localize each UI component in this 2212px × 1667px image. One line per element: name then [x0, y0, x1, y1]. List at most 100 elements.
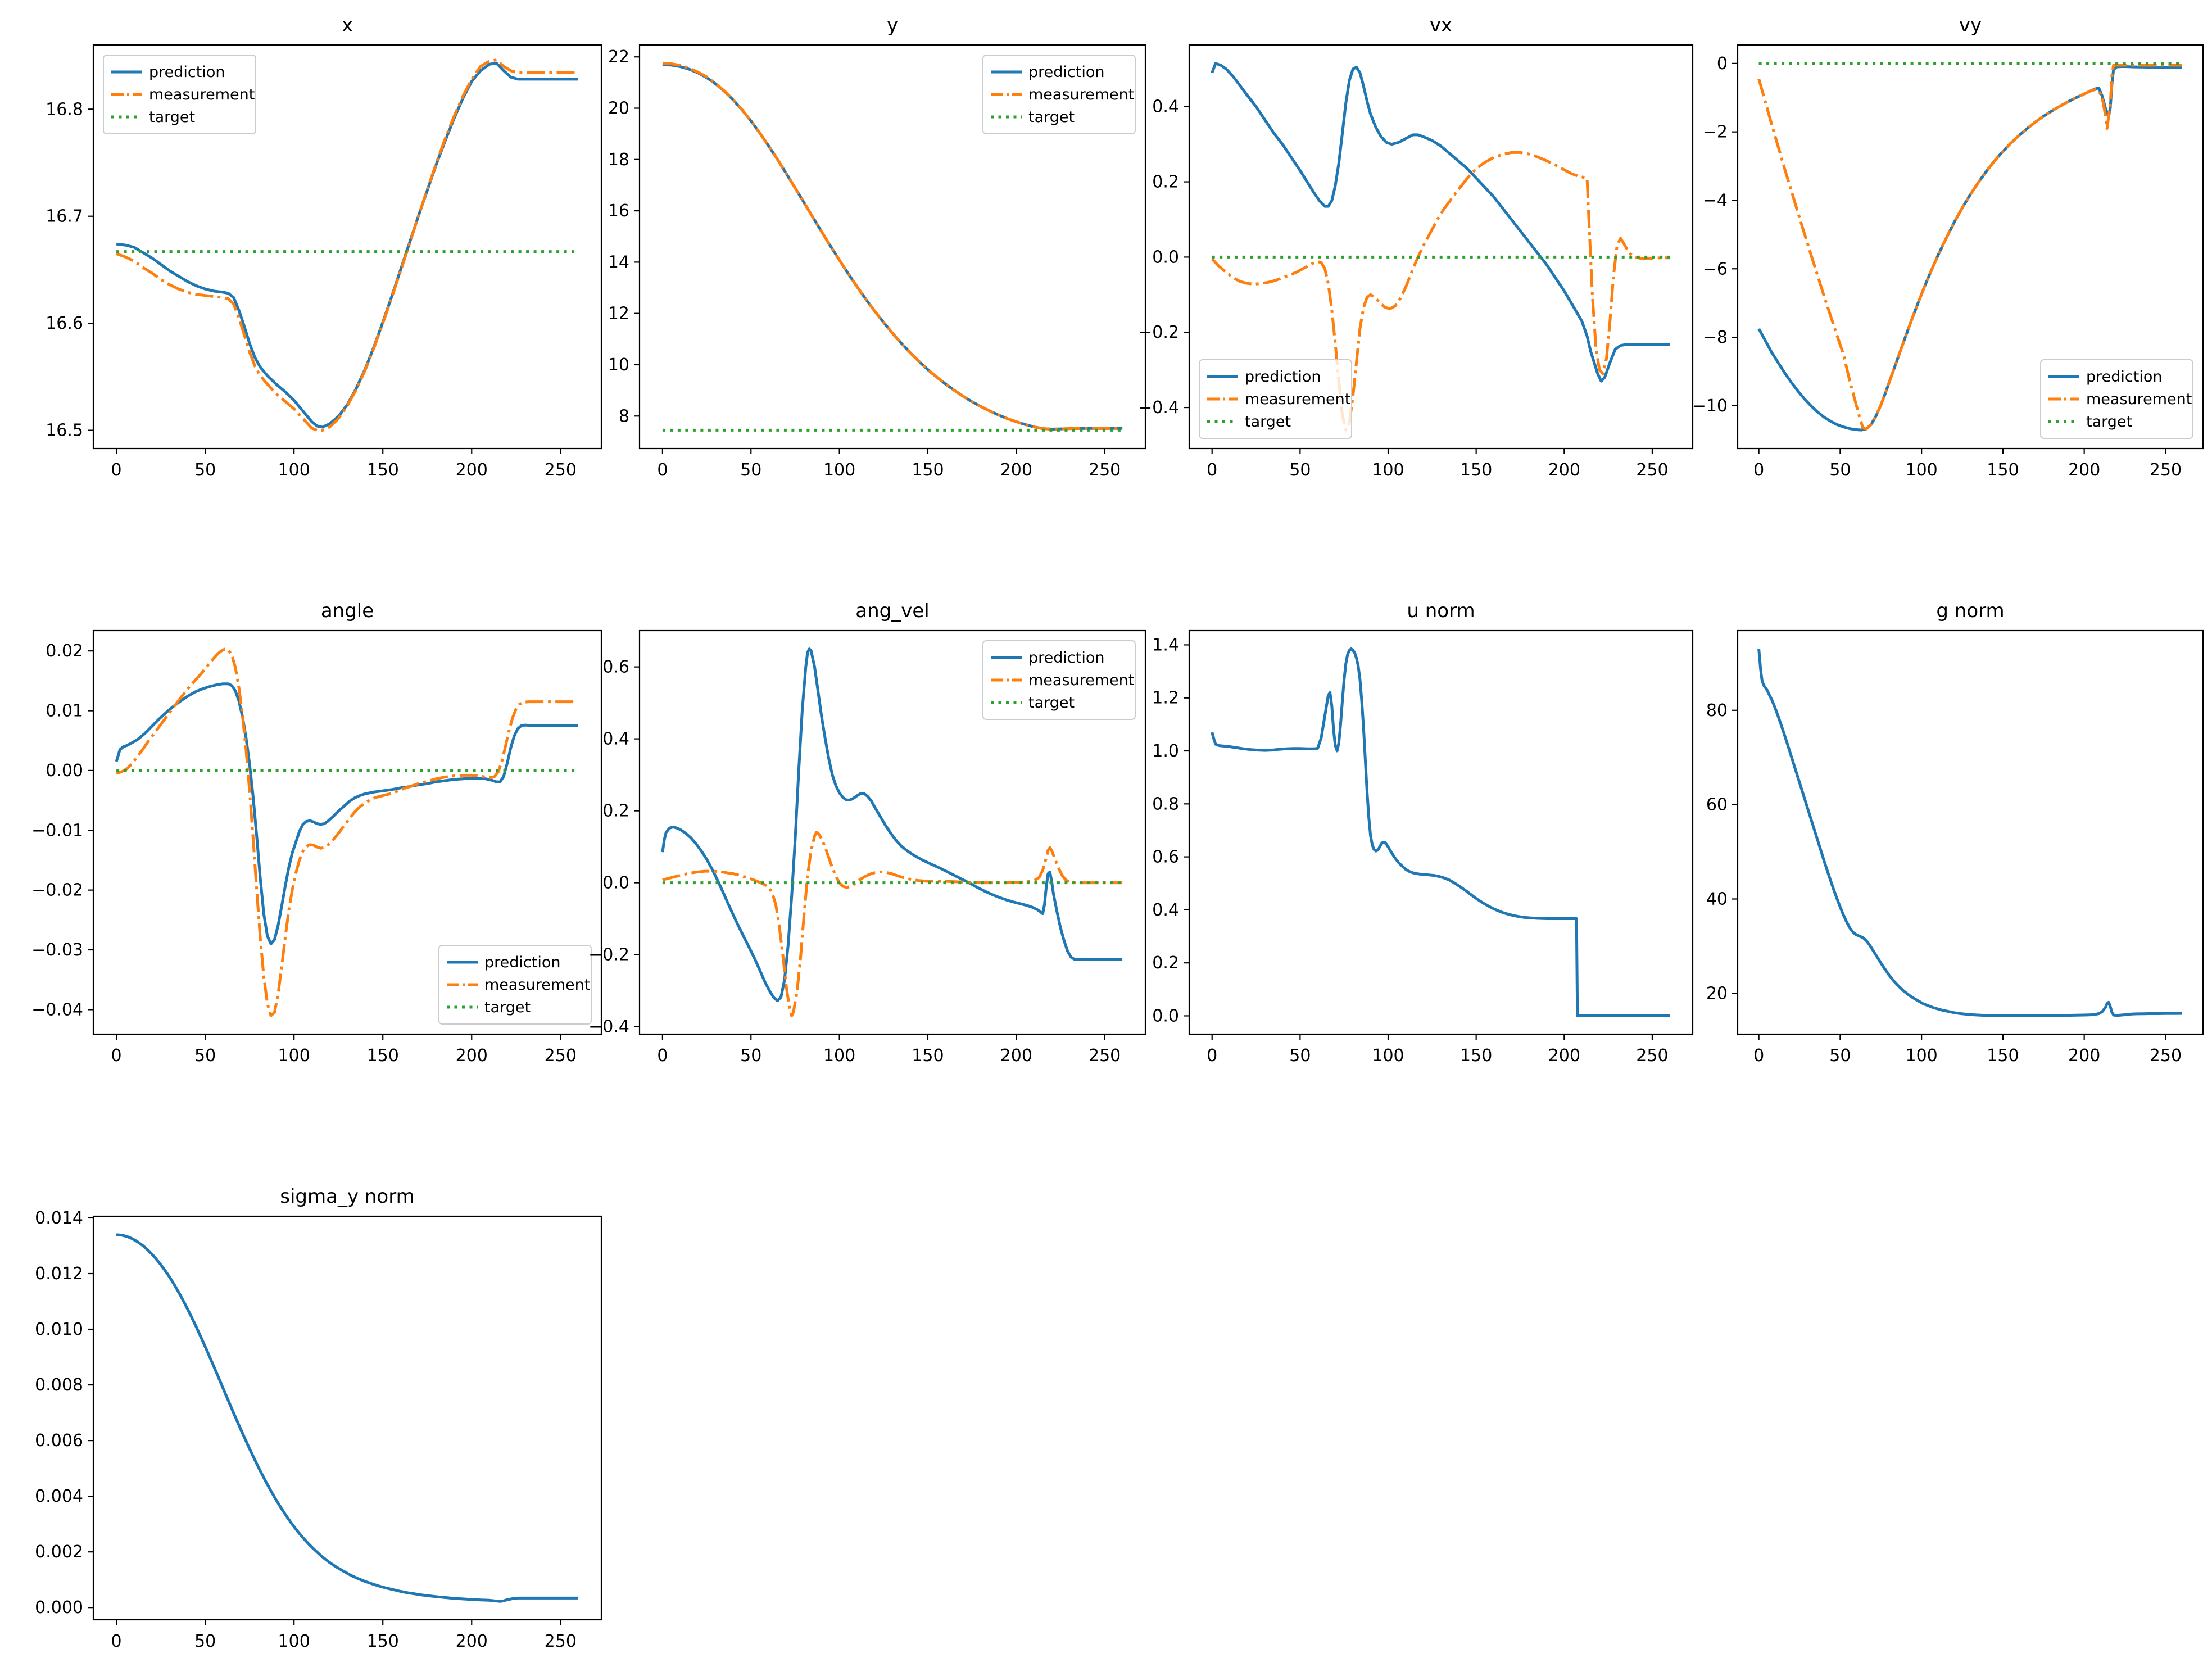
measurement-line — [1211, 151, 1670, 432]
y-tick-label: −0.03 — [31, 940, 83, 960]
x-tick-label: 200 — [2068, 460, 2100, 480]
y-tick-label: 14 — [608, 252, 629, 272]
x-tick-label: 250 — [1089, 1046, 1121, 1066]
x-tick-label: 150 — [912, 1046, 944, 1066]
y-tick-label: −0.01 — [31, 821, 83, 840]
measurement-line — [116, 58, 578, 432]
y-tick-label: −0.4 — [588, 1017, 629, 1037]
axes-frame — [638, 629, 1146, 1035]
subplot-angle: angle 0 50 100 150 200 250 −0.04 −0.03 −0.02 −0.01… — [31, 600, 602, 1066]
y-tick-label: 0.002 — [35, 1542, 83, 1562]
x-tick-label: 100 — [1906, 1046, 1938, 1066]
legend-box — [2040, 359, 2193, 439]
y-tick-label: −8 — [1703, 328, 1728, 347]
x-tick-label: 200 — [1000, 460, 1032, 480]
chart-title-u_norm: u norm — [1407, 600, 1475, 622]
legend-label-measurement: measurement — [1028, 86, 1134, 103]
legend-label-target: target — [149, 108, 195, 126]
y-tick-label: −4 — [1703, 191, 1728, 210]
axes-frame — [92, 629, 602, 1035]
x-tick-label: 150 — [367, 1046, 399, 1066]
y-tick-label: 16 — [608, 201, 629, 221]
axes-frame — [1737, 629, 2204, 1035]
y-tick-label: 1.2 — [1152, 688, 1179, 708]
measurement-line — [662, 831, 1123, 1017]
x-tick-label: 150 — [912, 460, 944, 480]
x-tick-label: 200 — [2068, 1046, 2100, 1066]
y-tick-label: 0.6 — [1152, 848, 1179, 867]
x-tick-label: 150 — [1460, 1046, 1492, 1066]
subplot-vx: vx 0 50 100 150 200 250 −0.4 −0.2 0.0 0.2 0.4 predic… — [1138, 14, 1694, 480]
chart-title-x: x — [342, 14, 353, 37]
x-tick-label: 250 — [1089, 460, 1121, 480]
y-tick-label: 0.2 — [1152, 953, 1179, 973]
x-tick-label: 50 — [1829, 1046, 1851, 1066]
chart-title-ang_vel: ang_vel — [855, 600, 929, 622]
y-tick-label: 12 — [608, 304, 629, 324]
chart-title-g_norm: g norm — [1936, 600, 2004, 622]
subplot-y: y 0 50 100 150 200 250 8 10 12 14 16 18 20 22 predictio… — [608, 14, 1146, 480]
x-tick-label: 250 — [1636, 460, 1668, 480]
prediction-line — [116, 61, 578, 429]
y-tick-label: 0.0 — [1152, 1006, 1179, 1026]
y-tick-label: 1.0 — [1152, 741, 1179, 761]
y-tick-label: 0.0 — [1152, 247, 1179, 267]
y-tick-label: 22 — [608, 47, 629, 67]
prediction-line — [116, 1233, 578, 1603]
x-tick-label: 100 — [823, 1046, 855, 1066]
y-tick-label: 0.6 — [602, 658, 629, 677]
y-tick-label: −10 — [1692, 396, 1728, 416]
x-tick-label: 150 — [367, 460, 399, 480]
legend-label-prediction: prediction — [149, 64, 225, 81]
y-tick-label: 16.7 — [46, 207, 83, 227]
y-tick-label: 10 — [608, 355, 629, 375]
legend-label-prediction: prediction — [2086, 368, 2162, 386]
axes-frame — [92, 44, 602, 450]
prediction-line — [661, 647, 1123, 1002]
chart-title-angle: angle — [321, 600, 374, 622]
legend-label-prediction: prediction — [1028, 649, 1104, 667]
x-tick-label: 100 — [1906, 460, 1938, 480]
subplot-g_norm: g norm 0 50 100 150 200 250 20 40 60 80 — [1706, 600, 2204, 1066]
y-tick-label: 18 — [608, 150, 629, 170]
x-tick-label: 200 — [1548, 1046, 1580, 1066]
y-tick-label: −0.02 — [31, 881, 83, 900]
y-tick-label: 0 — [1717, 54, 1728, 74]
y-tick-label: 60 — [1706, 795, 1728, 815]
y-tick-label: −0.2 — [1138, 323, 1179, 342]
y-tick-label: 0.00 — [46, 761, 83, 781]
measurement-line — [116, 647, 578, 1017]
x-tick-label: 0 — [657, 1046, 668, 1066]
x-tick-label: 0 — [1207, 1046, 1217, 1066]
x-tick-label: 200 — [456, 1046, 488, 1066]
x-tick-label: 100 — [823, 460, 855, 480]
legend-label-target: target — [2086, 413, 2132, 431]
x-tick-label: 50 — [1289, 1046, 1311, 1066]
x-tick-label: 0 — [111, 1632, 122, 1651]
prediction-line — [115, 682, 578, 945]
x-tick-label: 100 — [278, 1632, 310, 1651]
y-tick-label: 0.01 — [46, 701, 83, 721]
legend-box — [438, 945, 592, 1025]
x-tick-label: 150 — [1987, 460, 2019, 480]
y-tick-label: 0.012 — [35, 1264, 83, 1284]
x-tick-label: 50 — [740, 460, 761, 480]
y-tick-label: 80 — [1706, 701, 1728, 721]
subplot-x: x 0 50 100 150 200 250 16.5 16.6 16.7 16.8 predicti… — [46, 14, 602, 480]
prediction-line — [1211, 62, 1670, 383]
axes-frame — [92, 1215, 602, 1621]
legend-box — [982, 640, 1136, 720]
x-tick-label: 250 — [545, 1046, 577, 1066]
x-tick-label: 50 — [194, 1632, 216, 1651]
legend-box — [982, 55, 1136, 134]
legend-label-target: target — [1028, 694, 1075, 712]
axes-frame — [1188, 629, 1694, 1035]
prediction-line — [1757, 649, 2182, 1017]
x-tick-label: 250 — [2150, 460, 2182, 480]
x-tick-label: 50 — [740, 1046, 761, 1066]
legend-label-target: target — [484, 999, 531, 1016]
y-tick-label: 40 — [1706, 890, 1728, 909]
y-tick-label: −0.4 — [1138, 398, 1179, 418]
x-tick-label: 0 — [1207, 460, 1217, 480]
